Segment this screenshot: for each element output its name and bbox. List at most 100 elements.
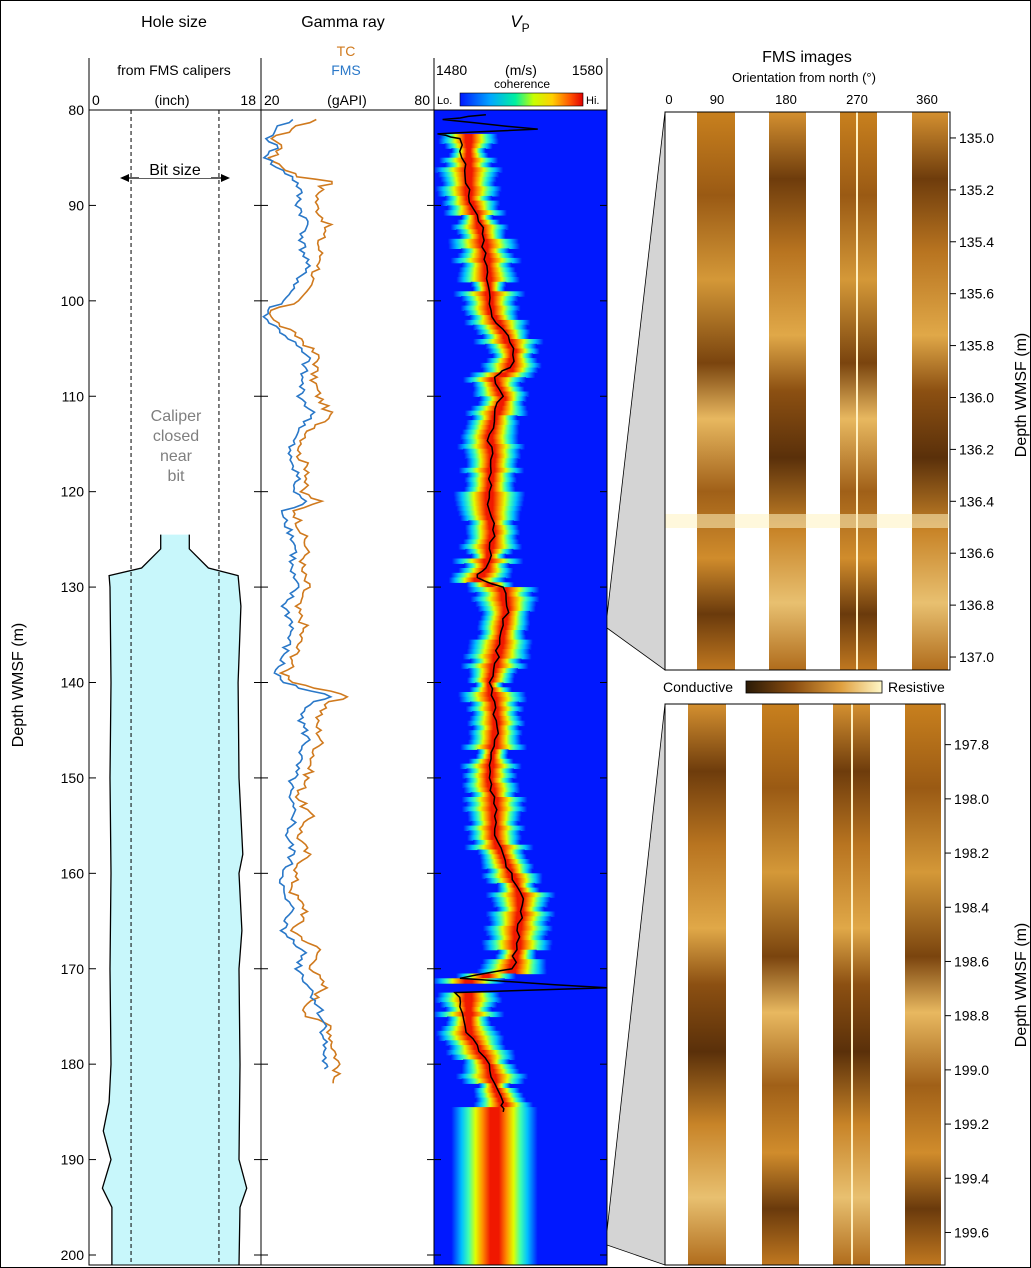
vp-coherence-row — [477, 625, 530, 631]
vp-coherence-row — [464, 844, 534, 851]
fms-x-tick-180: 180 — [775, 92, 797, 107]
depth-axis: 80 90 100 110 120 130 140 150 160 170 180 190 200 — [61, 102, 261, 1263]
vp-coherence-row — [470, 820, 519, 827]
vp-coherence-row — [437, 992, 500, 998]
vp-coherence-row — [470, 405, 528, 412]
caliper-fill — [102, 534, 247, 1265]
vp-coherence-row — [460, 434, 519, 440]
vp-title-subscript: P — [522, 21, 530, 35]
vp-coherence-row — [485, 892, 556, 898]
fms-depth-tick-label: 135.2 — [959, 182, 994, 198]
fms-depth-tick-label: 136.4 — [959, 493, 994, 509]
vp-coherence-row — [467, 644, 532, 650]
vp-coherence-row — [443, 210, 507, 216]
vp-coherence-row — [434, 997, 503, 1003]
coherence-high-label: Hi. — [586, 95, 599, 107]
vp-coherence-row — [461, 439, 519, 445]
vp-coherence-row — [439, 133, 498, 140]
vp-coherence-row — [450, 257, 522, 264]
vp-x-tick-min: 1480 — [436, 62, 467, 78]
vp-coherence-row — [468, 730, 523, 736]
vp-coherence-row — [473, 839, 521, 846]
depth-tick-label: 90 — [68, 197, 84, 213]
fms-depth-tick-label: 197.8 — [954, 737, 989, 753]
fms-depth-tick-label: 198.4 — [954, 899, 989, 915]
caliper-note-line-1: Caliper — [151, 408, 202, 425]
fms-depth-tick-label: 137.0 — [959, 649, 994, 665]
vp-coherence-row — [465, 548, 514, 555]
vp-coherence-row — [469, 372, 536, 378]
vp-coherence-row — [490, 897, 551, 903]
fms-depth-tick-label: 136.0 — [959, 389, 994, 405]
fms-lower-depth-axis: 197.8 198.0 198.2 198.4 198.6 198.8 199.0 199.2… — [945, 737, 989, 1240]
hole-size-x-label: (inch) — [154, 92, 189, 108]
zoom-wedge-lower — [606, 703, 666, 1266]
vp-coherence-row — [461, 806, 528, 812]
fms-title: FMS images — [762, 49, 852, 66]
gamma-ray-title: Gamma ray — [301, 14, 385, 31]
vp-coherence-row — [479, 396, 527, 402]
vp-coherence-row — [463, 787, 521, 793]
vp-coherence-row — [467, 587, 540, 593]
vp-coherence-row — [471, 553, 507, 560]
fms-images-panel: FMS images Orientation from north (°) 0 … — [663, 49, 1030, 1266]
vp-coherence-row — [473, 339, 544, 345]
caliper-note-line-2: closed — [153, 428, 199, 445]
vp-coherence-row — [445, 162, 493, 168]
vp-coherence-row — [455, 501, 524, 507]
fms-lower-pad-4 — [905, 704, 941, 1265]
vp-coherence-row — [479, 630, 526, 636]
vp-coherence-row — [442, 181, 496, 187]
vp-coherence-row — [473, 1102, 533, 1108]
vp-coherence-row — [476, 968, 547, 975]
vp-x-label: (m/s) — [505, 62, 537, 78]
caliper-note-line-4: bit — [168, 468, 185, 485]
vp-coherence-row — [438, 138, 499, 144]
vp-coherence-row — [485, 930, 549, 936]
vp-coherence-row — [465, 525, 519, 531]
gamma-x-tick-max: 80 — [414, 92, 430, 108]
depth-axis-label: Depth WMSF (m) — [10, 623, 27, 747]
coherence-low-label: Lo. — [437, 95, 452, 107]
vp-coherence-row — [473, 1088, 520, 1094]
coherence-colorbar — [459, 92, 584, 107]
vp-coherence-row — [481, 610, 530, 617]
vp-coherence-row — [456, 229, 507, 235]
resistive-label: Resistive — [888, 679, 945, 695]
caliper-right-trace — [188, 534, 248, 1266]
fms-depth-tick-label: 199.2 — [954, 1116, 989, 1132]
fms-upper-frame — [664, 111, 951, 671]
vp-depth-ticks — [434, 109, 607, 1256]
vp-coherence-row — [480, 615, 530, 622]
depth-tick-label: 170 — [61, 961, 85, 977]
vp-coherence-row — [488, 916, 552, 922]
gamma-x-tick-min: 20 — [264, 92, 280, 108]
vp-coherence-row — [480, 863, 535, 870]
vp-background — [434, 110, 607, 1265]
depth-tick-label: 120 — [61, 484, 85, 500]
vp-coherence-row — [466, 582, 514, 588]
vp-coherence-row — [464, 300, 516, 307]
vp-coherence-row — [463, 539, 520, 545]
depth-tick-label: 190 — [61, 1152, 85, 1168]
fms-depth-tick-label: 136.8 — [959, 597, 994, 613]
vp-coherence-row — [445, 1006, 493, 1013]
vp-coherence-row — [438, 172, 500, 178]
fms-depth-tick-label: 198.2 — [954, 845, 989, 861]
fms-depth-tick-label: 135.8 — [959, 338, 994, 354]
hole-size-x-tick-min: 0 — [92, 92, 100, 108]
vp-coherence-row — [470, 596, 540, 602]
vp-coherence-row — [466, 472, 516, 478]
vp-coherence-row — [451, 558, 524, 564]
legend-tc: TC — [337, 43, 356, 59]
vp-coherence-row — [457, 253, 515, 259]
vp-coherence-row — [468, 673, 515, 679]
fms-depth-tick-label: 136.2 — [959, 441, 994, 457]
vp-coherence-row — [448, 243, 521, 249]
vp-coherence-row — [478, 1083, 511, 1089]
hole-size-subtitle: from FMS calipers — [117, 62, 231, 78]
depth-tick-label: 150 — [61, 770, 85, 786]
vp-coherence-row — [472, 725, 520, 731]
vp-title: VP — [510, 12, 529, 35]
